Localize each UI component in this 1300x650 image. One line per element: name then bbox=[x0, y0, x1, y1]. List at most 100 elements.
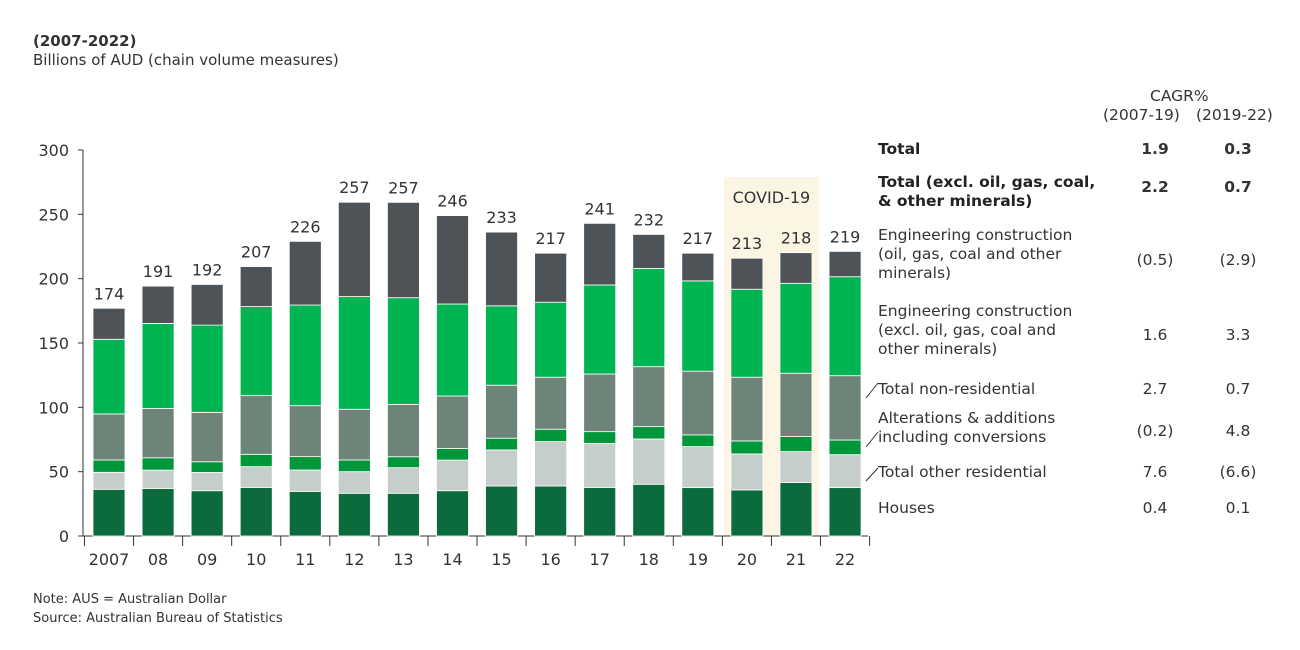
bar-segment-0 bbox=[387, 492, 420, 537]
bar-segment-1 bbox=[337, 471, 371, 494]
bar-segment-5 bbox=[681, 252, 715, 282]
x-tick-label: 08 bbox=[148, 550, 168, 569]
cagr-2019-22-value: 0.3 bbox=[1224, 140, 1252, 158]
bar-segment-0 bbox=[485, 485, 518, 537]
bar-segment-2 bbox=[288, 456, 322, 471]
bar-segment-5 bbox=[534, 252, 568, 303]
legend-label: Total non-residential bbox=[878, 380, 1036, 398]
x-tick-label: 17 bbox=[590, 550, 610, 569]
legend-leader-line bbox=[865, 431, 879, 448]
bar-segment-0 bbox=[92, 488, 126, 537]
cagr-col1-header: (2007-19) bbox=[1103, 106, 1180, 124]
bar-segment-5 bbox=[337, 201, 371, 297]
bar-segment-3 bbox=[337, 408, 371, 461]
legend-leader-line bbox=[865, 467, 879, 482]
bar-segment-1 bbox=[583, 442, 617, 488]
cagr-2007-19-value: 1.6 bbox=[1142, 326, 1168, 344]
bar-segment-5 bbox=[779, 252, 813, 284]
bar-segment-0 bbox=[681, 487, 715, 537]
bar-total-label: 213 bbox=[732, 234, 763, 253]
bar-total-label: 219 bbox=[830, 227, 861, 246]
bar-segment-0 bbox=[190, 490, 224, 537]
bar-segment-0 bbox=[632, 483, 666, 537]
bar-segment-4 bbox=[730, 288, 764, 378]
bar-segment-2 bbox=[92, 459, 126, 473]
legend-label: Total (excl. oil, gas, coal, & other min… bbox=[878, 173, 1096, 210]
bar-segment-1 bbox=[436, 459, 469, 492]
bar-segment-1 bbox=[828, 454, 862, 489]
bar-segment-3 bbox=[632, 366, 666, 428]
bar-segment-4 bbox=[436, 303, 469, 397]
legend-label: Alterations & additions including conver… bbox=[878, 409, 1056, 446]
bar-segment-5 bbox=[92, 307, 126, 340]
cagr-2007-19-value: (0.5) bbox=[1136, 251, 1174, 269]
cagr-2007-19-value: 0.4 bbox=[1142, 499, 1168, 517]
bar-segment-0 bbox=[583, 486, 617, 537]
x-tick-label: 10 bbox=[246, 550, 266, 569]
y-tick-label: 0 bbox=[59, 527, 69, 546]
legend-label: Engineering construction (excl. oil, gas… bbox=[878, 302, 1073, 358]
bar-segment-3 bbox=[583, 373, 617, 433]
bar-total-label: 257 bbox=[339, 178, 370, 197]
bar-segment-3 bbox=[534, 376, 568, 430]
legend-label: Total other residential bbox=[878, 463, 1047, 481]
legend-label: Total bbox=[878, 140, 921, 158]
bar-segment-1 bbox=[92, 471, 126, 490]
legend-label: Houses bbox=[878, 499, 935, 517]
bar-segment-0 bbox=[779, 482, 813, 537]
bar-segment-4 bbox=[239, 306, 273, 397]
bar-segment-2 bbox=[485, 437, 518, 451]
bar-segment-1 bbox=[534, 441, 568, 487]
cagr-2019-22-value: 4.8 bbox=[1225, 422, 1251, 440]
x-tick-label: 19 bbox=[688, 550, 708, 569]
bar-segment-3 bbox=[730, 376, 764, 442]
bar-total-label: 174 bbox=[94, 284, 125, 303]
bar-segment-2 bbox=[681, 434, 715, 447]
bar-segment-5 bbox=[436, 215, 469, 305]
bar-segment-4 bbox=[337, 296, 371, 410]
bar-segment-2 bbox=[239, 453, 273, 468]
bar-segment-5 bbox=[583, 222, 617, 286]
cagr-2019-22-value: (2.9) bbox=[1219, 251, 1257, 269]
x-tick-label: 13 bbox=[393, 550, 413, 569]
bar-segment-3 bbox=[190, 412, 224, 463]
cagr-2007-19-value: 2.2 bbox=[1141, 178, 1169, 196]
y-tick-label: 200 bbox=[38, 270, 69, 289]
bar-segment-5 bbox=[288, 240, 322, 306]
x-tick-label: 11 bbox=[295, 550, 315, 569]
chart-subtitle: Billions of AUD (chain volume measures) bbox=[33, 51, 339, 69]
bar-segment-3 bbox=[92, 413, 126, 461]
bar-segment-2 bbox=[190, 461, 224, 473]
x-tick-label: 2007 bbox=[89, 550, 130, 569]
cagr-2019-22-value: 0.1 bbox=[1225, 499, 1251, 517]
legend-leader-line bbox=[865, 382, 879, 399]
bar-segment-3 bbox=[436, 395, 469, 449]
bar-segment-4 bbox=[583, 284, 617, 375]
bar-segment-5 bbox=[141, 285, 175, 324]
footer-source: Source: Australian Bureau of Statistics bbox=[33, 611, 283, 626]
bar-total-label: 232 bbox=[633, 210, 664, 229]
cagr-2007-19-value: (0.2) bbox=[1136, 422, 1174, 440]
bar-segment-3 bbox=[779, 372, 813, 437]
x-tick-label: 15 bbox=[491, 550, 511, 569]
bar-segment-5 bbox=[239, 266, 273, 307]
bar-segment-3 bbox=[239, 395, 273, 455]
bar-segment-3 bbox=[288, 405, 322, 458]
bar-segment-4 bbox=[681, 280, 715, 372]
bar-segment-0 bbox=[436, 490, 469, 537]
bar-segment-5 bbox=[828, 250, 862, 278]
y-tick-label: 100 bbox=[38, 398, 69, 417]
bar-segment-2 bbox=[828, 439, 862, 456]
x-tick-label: 20 bbox=[737, 550, 757, 569]
bar-total-label: 217 bbox=[535, 229, 566, 248]
cagr-2019-22-value: 3.3 bbox=[1225, 326, 1251, 344]
cagr-2019-22-value: 0.7 bbox=[1224, 178, 1252, 196]
bar-segment-1 bbox=[288, 469, 322, 492]
cagr-2019-22-value: (6.6) bbox=[1219, 463, 1257, 481]
bar-segment-0 bbox=[337, 492, 371, 537]
chart-period: (2007-2022) bbox=[33, 32, 137, 50]
bar-segment-5 bbox=[730, 257, 764, 290]
cagr-2007-19-value: 7.6 bbox=[1142, 463, 1168, 481]
bar-segment-1 bbox=[485, 449, 518, 487]
bar-segment-1 bbox=[141, 469, 175, 489]
